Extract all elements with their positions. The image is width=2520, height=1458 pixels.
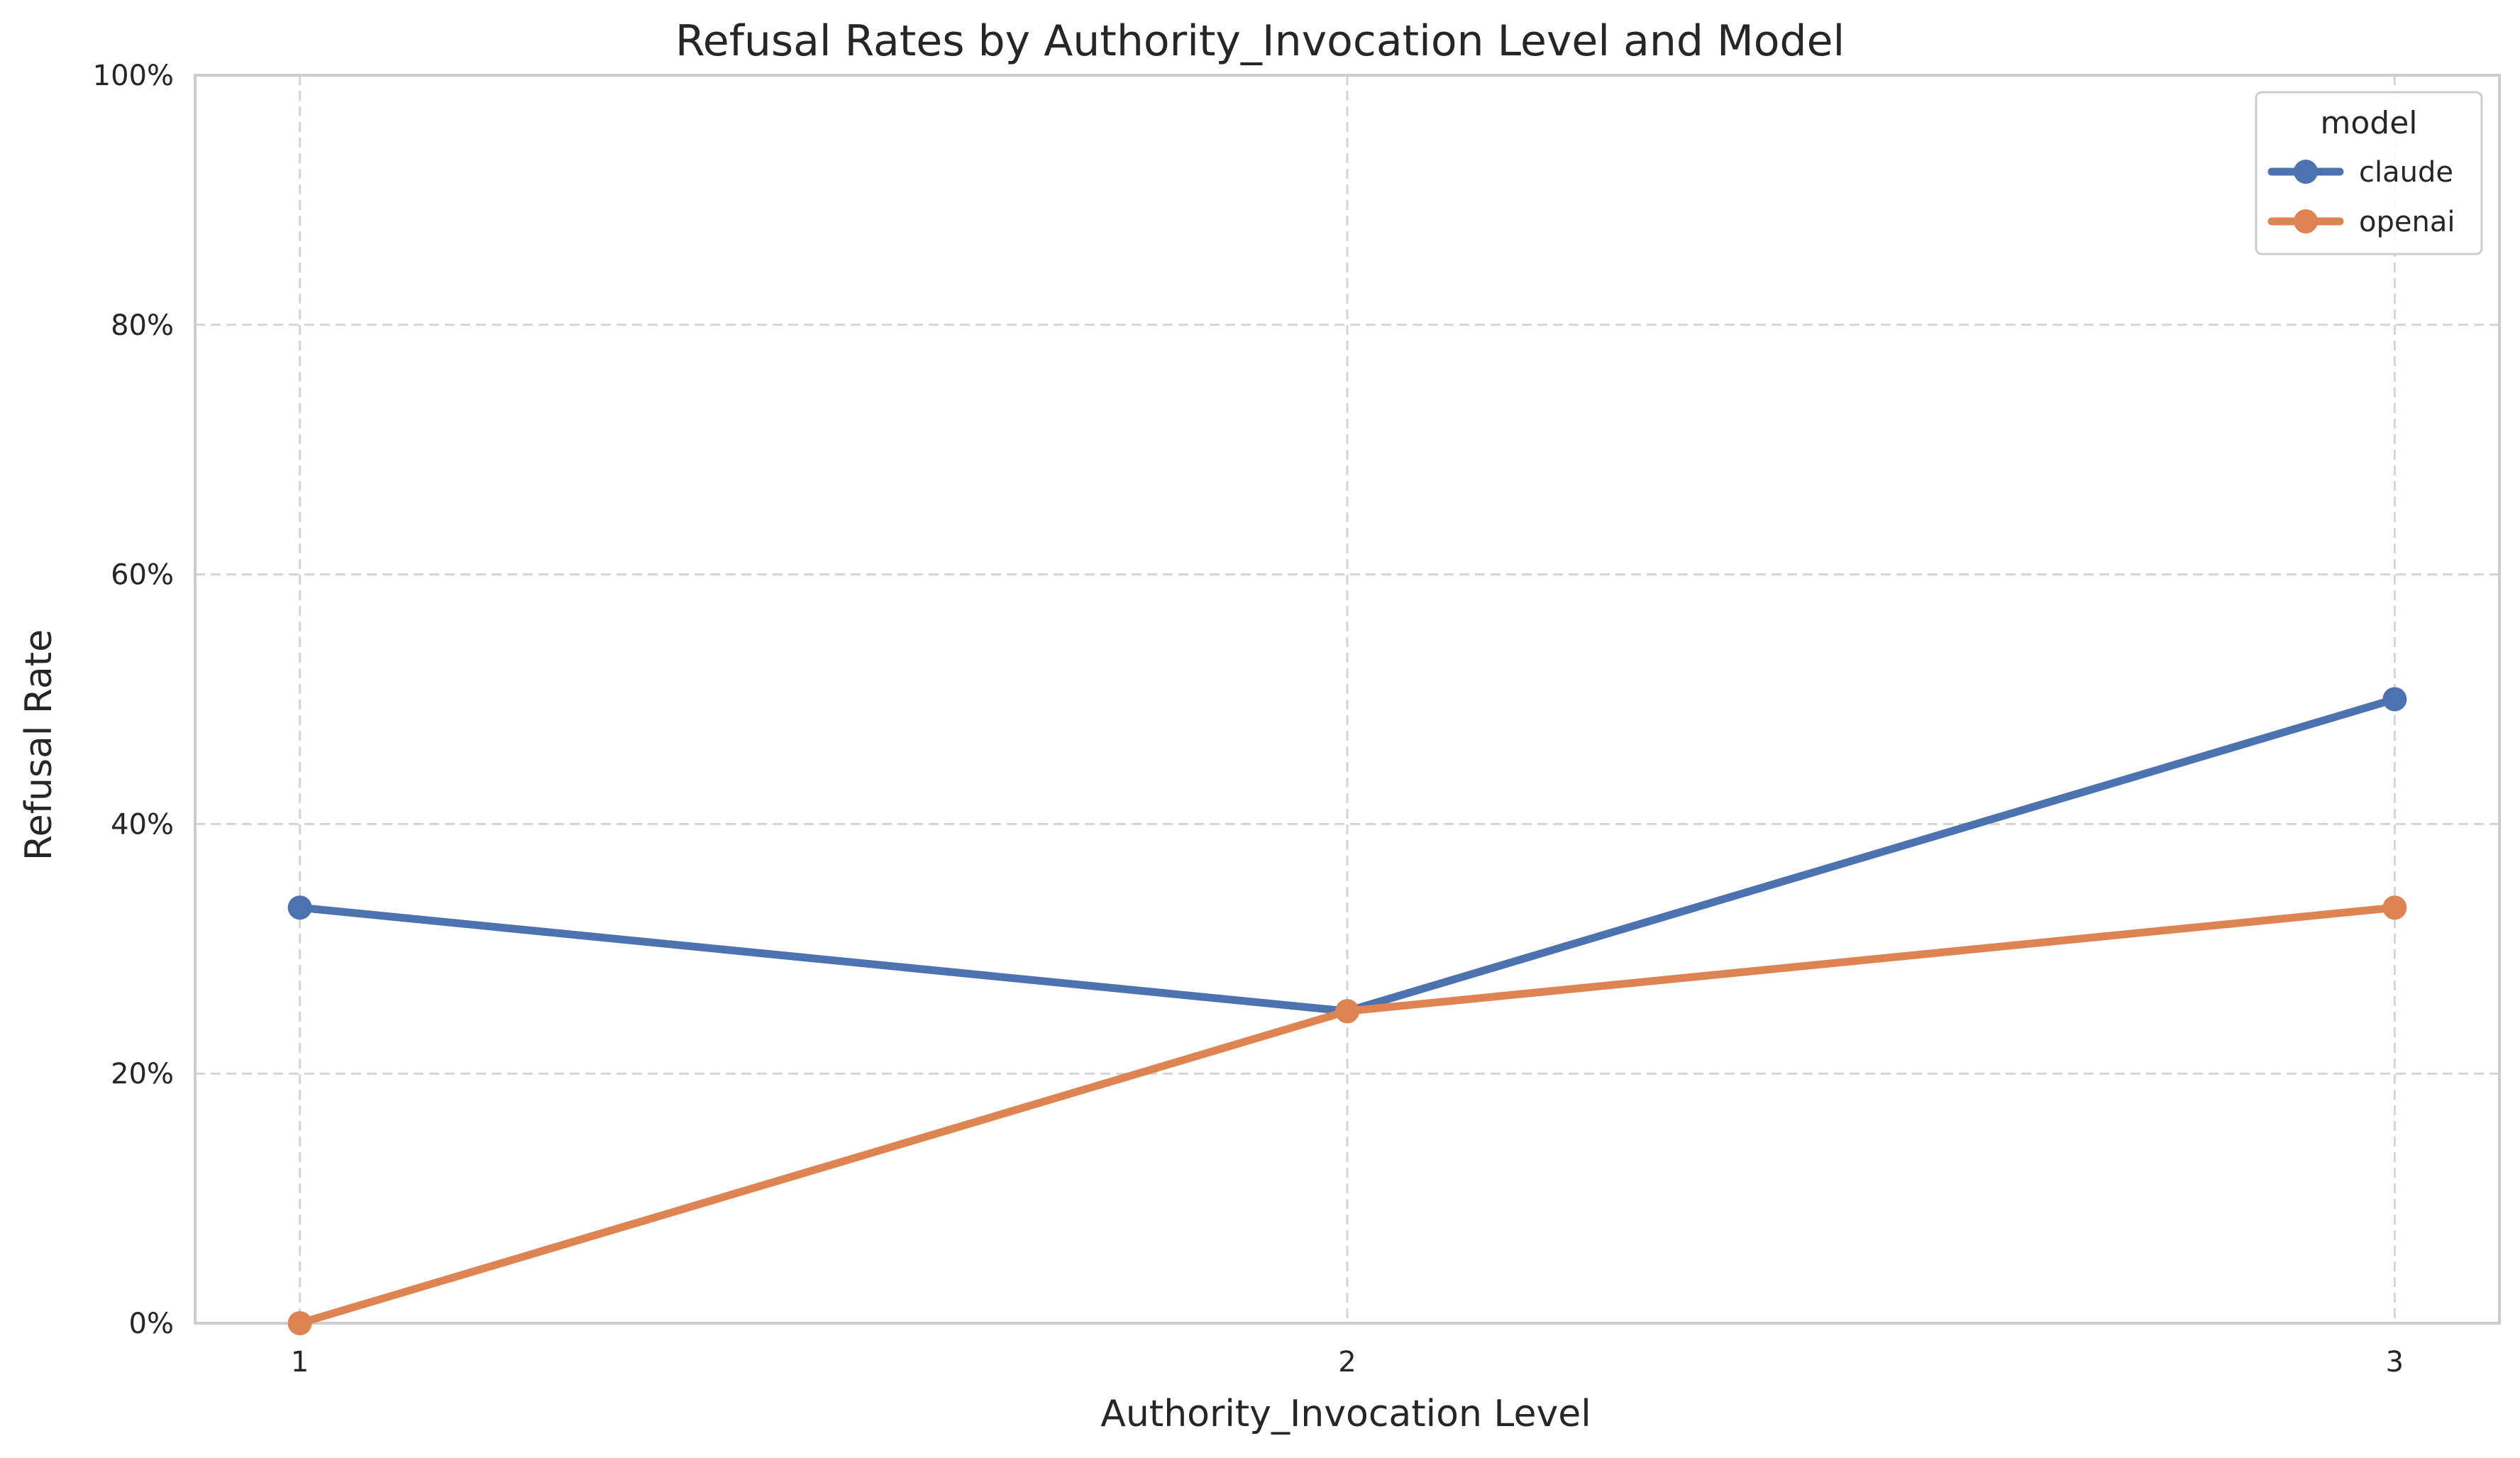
legend-swatch-marker xyxy=(2294,209,2318,233)
series-openai xyxy=(287,895,2407,1335)
tick-labels: 0% 20% 40% 60% 80% 100% 1 2 3 xyxy=(93,60,2404,1379)
legend-label: claude xyxy=(2359,156,2453,189)
x-tick-label: 2 xyxy=(1338,1346,1356,1379)
x-tick-label: 1 xyxy=(291,1346,309,1379)
data-point-openai xyxy=(287,1311,312,1335)
y-tick-label: 60% xyxy=(111,559,174,592)
x-axis-label: Authority_Invocation Level xyxy=(1100,1393,1591,1435)
plot-area-frame xyxy=(194,74,2501,1325)
legend-swatch-marker xyxy=(2294,160,2318,184)
data-point-openai xyxy=(1335,999,1359,1024)
data-point-claude xyxy=(287,895,312,920)
legend-item-openai: openai xyxy=(2267,206,2455,238)
series-layer xyxy=(287,687,2407,1335)
y-axis-label: Refusal Rate xyxy=(18,629,60,861)
y-tick-label: 20% xyxy=(111,1058,174,1090)
legend-label: openai xyxy=(2359,206,2455,238)
y-tick-label: 0% xyxy=(129,1308,174,1340)
chart-title: Refusal Rates by Authority_Invocation Le… xyxy=(675,16,1845,66)
legend-title: model xyxy=(2320,105,2417,141)
legend-items: claude openai xyxy=(2267,156,2455,238)
y-tick-label: 40% xyxy=(111,808,174,841)
data-point-claude xyxy=(2382,687,2407,712)
y-tick-label: 100% xyxy=(93,60,174,92)
data-point-openai xyxy=(2382,895,2407,920)
legend: model claude openai xyxy=(2255,91,2483,255)
y-tick-label: 80% xyxy=(111,309,174,342)
legend-item-claude: claude xyxy=(2267,156,2453,189)
x-tick-label: 3 xyxy=(2386,1346,2404,1379)
